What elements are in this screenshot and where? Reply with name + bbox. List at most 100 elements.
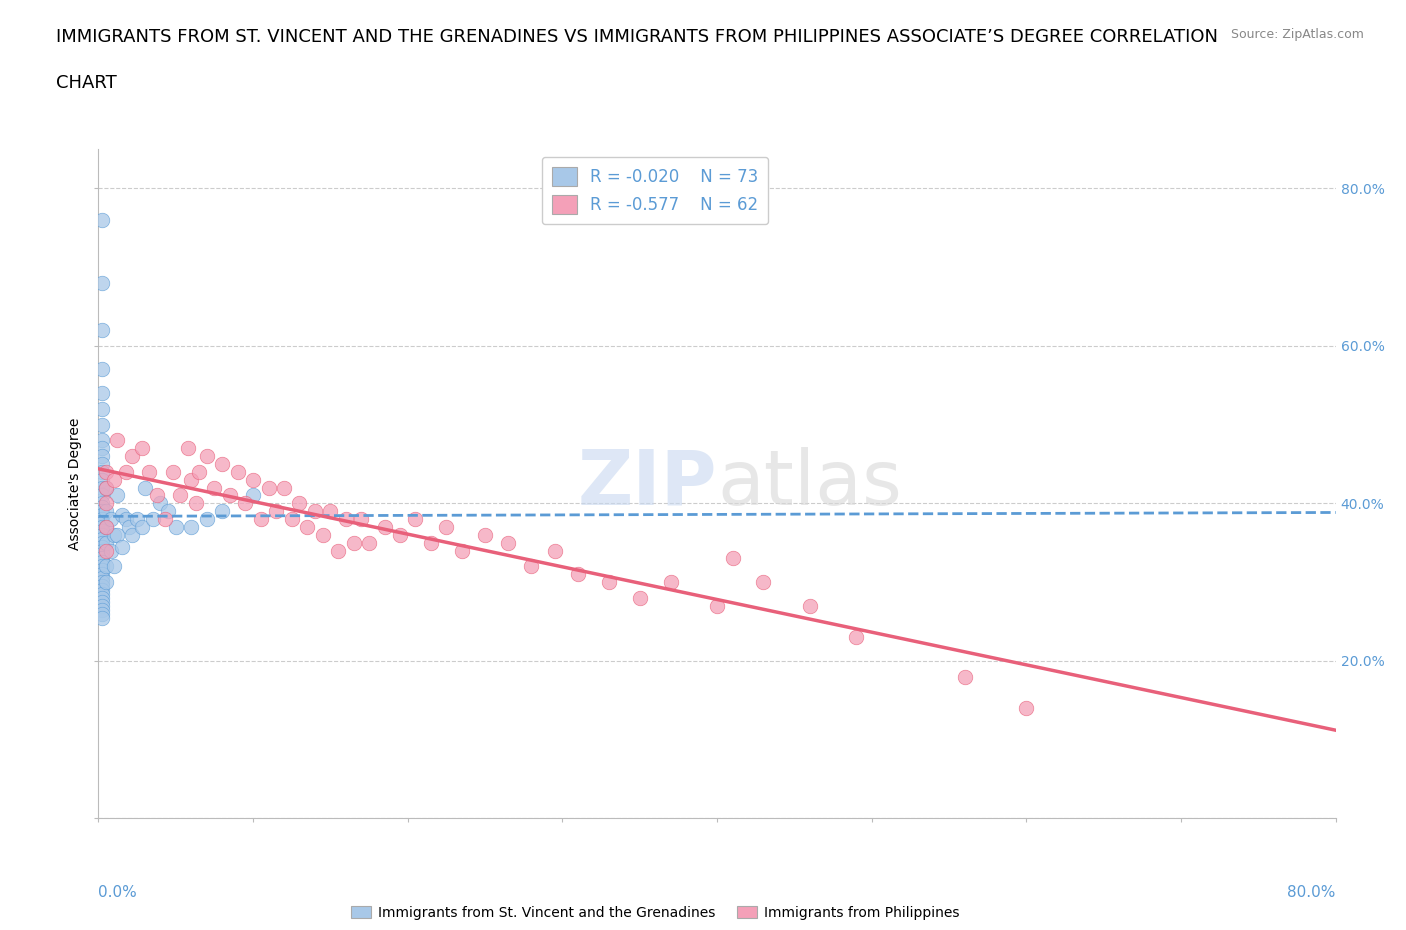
Point [567, 566, 589, 581]
Point [96, 504, 118, 519]
Point [90, 598, 112, 613]
Text: IMMIGRANTS FROM ST. VINCENT AND THE GRENADINES VS IMMIGRANTS FROM PHILIPPINES AS: IMMIGRANTS FROM ST. VINCENT AND THE GREN… [56, 28, 1218, 46]
Point [266, 504, 288, 519]
Point [374, 520, 396, 535]
Point [100, 543, 122, 558]
Point [105, 432, 128, 447]
Point [90, 520, 112, 535]
Point [90, 578, 112, 593]
Point [90, 587, 112, 602]
Point [706, 598, 728, 613]
Text: 0.0%: 0.0% [98, 885, 138, 900]
Point [204, 480, 226, 495]
Point [121, 448, 143, 463]
Point [90, 499, 112, 514]
Point [211, 504, 233, 519]
Point [250, 512, 273, 526]
Point [90, 441, 112, 456]
Point [799, 598, 821, 613]
Point [165, 520, 187, 535]
Point [96, 543, 118, 558]
Point [96, 520, 118, 535]
Point [149, 496, 172, 511]
Point [90, 480, 112, 495]
Point [195, 448, 218, 463]
Point [96, 496, 118, 511]
Point [115, 464, 138, 479]
Point [343, 536, 366, 551]
Point [188, 464, 211, 479]
Point [131, 520, 153, 535]
Legend: Immigrants from St. Vincent and the Grenadines, Immigrants from Philippines: Immigrants from St. Vincent and the Gren… [344, 900, 966, 925]
Point [90, 603, 112, 618]
Point [115, 512, 138, 526]
Point [543, 543, 565, 558]
Point [1015, 700, 1038, 715]
Point [121, 527, 143, 542]
Point [90, 362, 112, 377]
Point [134, 480, 156, 495]
Point [235, 496, 257, 511]
Point [405, 512, 427, 526]
Point [90, 555, 112, 570]
Point [598, 575, 620, 590]
Point [659, 575, 682, 590]
Point [103, 472, 125, 487]
Point [90, 212, 112, 227]
Point [131, 441, 153, 456]
Point [450, 543, 472, 558]
Point [96, 536, 118, 551]
Point [436, 520, 458, 535]
Point [288, 496, 311, 511]
Point [312, 527, 335, 542]
Point [845, 630, 868, 644]
Point [103, 527, 125, 542]
Point [90, 547, 112, 562]
Point [90, 571, 112, 586]
Point [319, 504, 342, 519]
Point [195, 512, 218, 526]
Point [103, 559, 125, 574]
Point [90, 594, 112, 609]
Point [169, 488, 191, 503]
Point [520, 559, 543, 574]
Point [498, 536, 520, 551]
Point [96, 559, 118, 574]
Point [474, 527, 496, 542]
Point [242, 472, 264, 487]
Point [90, 508, 112, 523]
Point [752, 575, 775, 590]
Point [90, 543, 112, 558]
Point [90, 504, 112, 519]
Point [90, 539, 112, 554]
Point [628, 591, 651, 605]
Point [184, 496, 207, 511]
Point [90, 515, 112, 530]
Point [326, 543, 350, 558]
Point [242, 488, 264, 503]
Point [90, 457, 112, 472]
Point [146, 488, 169, 503]
Point [335, 512, 357, 526]
Point [357, 536, 380, 551]
Point [96, 575, 118, 590]
Point [90, 563, 112, 578]
Point [180, 472, 202, 487]
Point [90, 402, 112, 417]
Point [90, 559, 112, 574]
Point [90, 575, 112, 590]
Point [96, 480, 118, 495]
Point [90, 591, 112, 605]
Point [90, 448, 112, 463]
Point [388, 527, 412, 542]
Point [90, 566, 112, 581]
Point [90, 417, 112, 432]
Point [118, 520, 141, 535]
Point [304, 504, 326, 519]
Text: Source: ZipAtlas.com: Source: ZipAtlas.com [1230, 28, 1364, 41]
Point [127, 512, 149, 526]
Text: 80.0%: 80.0% [1288, 885, 1336, 900]
Point [281, 512, 304, 526]
Point [90, 432, 112, 447]
Point [177, 441, 200, 456]
